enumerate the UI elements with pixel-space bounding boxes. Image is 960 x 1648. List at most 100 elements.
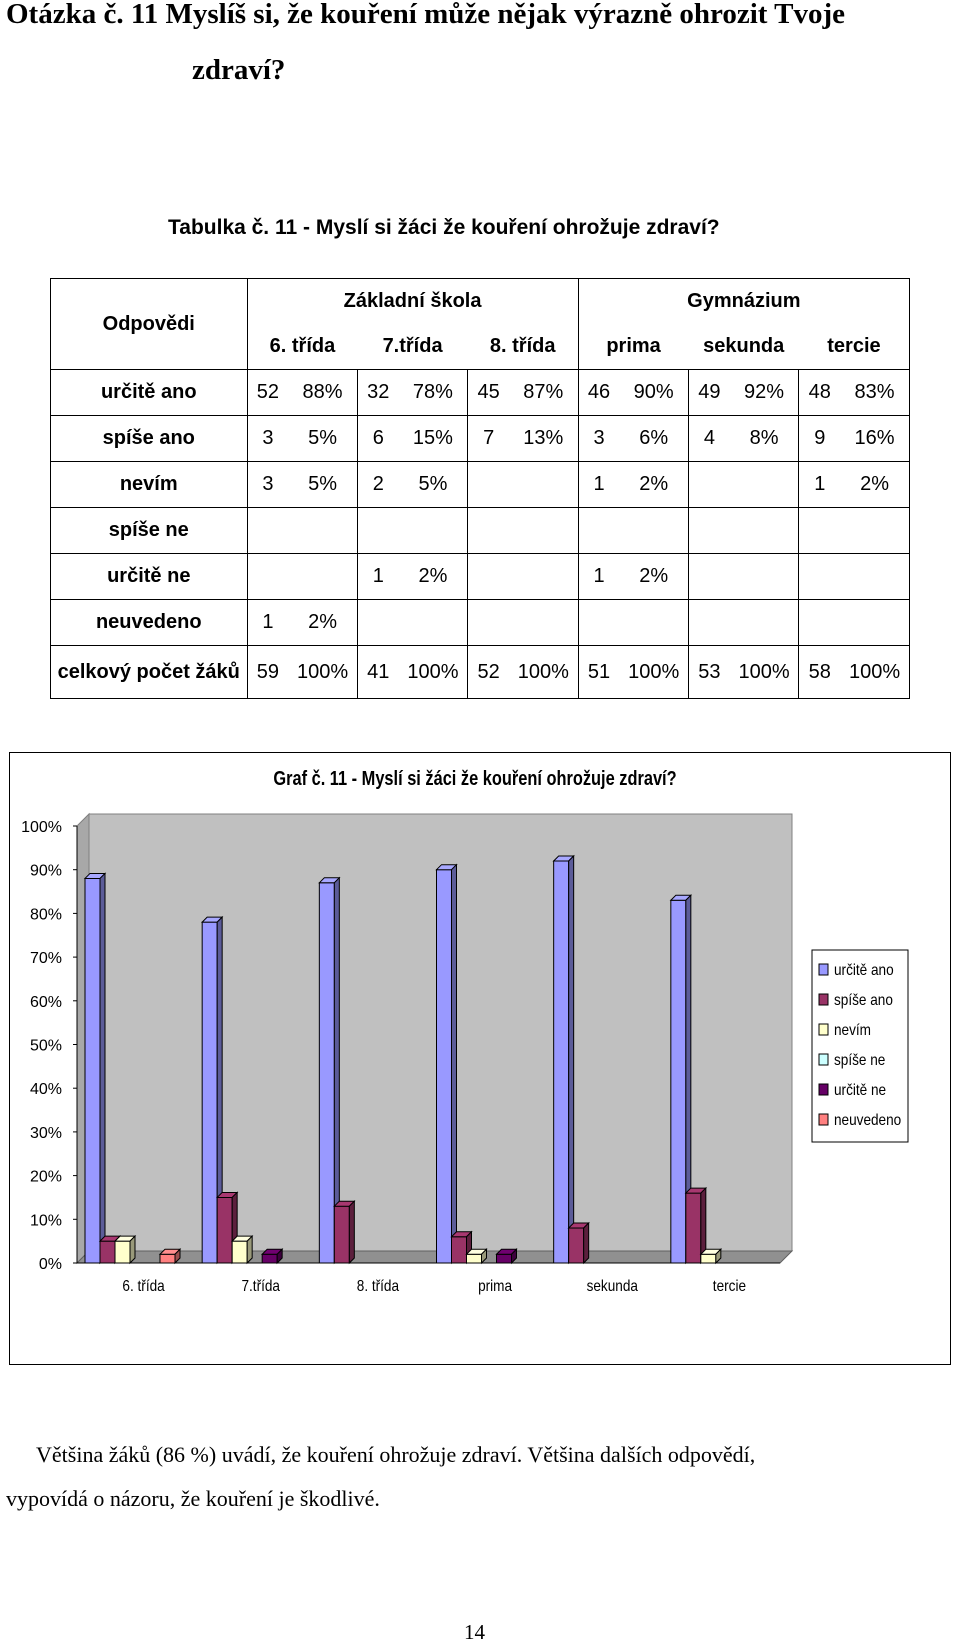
class-header: prima [577, 324, 689, 370]
percent-cell [840, 599, 911, 646]
bar [216, 1196, 233, 1264]
row-label: spíše ano [50, 415, 248, 462]
count-cell: 52 [467, 645, 509, 699]
count-cell: 58 [798, 645, 841, 699]
bar-side [568, 854, 575, 1265]
count-cell: 1 [246, 599, 289, 646]
percent-cell [729, 553, 800, 600]
count-cell [798, 507, 841, 554]
percent-cell: 2% [840, 461, 911, 508]
summary-line-2: vypovídá o názoru, že kouření je škodliv… [6, 1486, 380, 1511]
page-number: 14 [464, 1620, 485, 1644]
percent-cell: 13% [509, 415, 579, 462]
bar [451, 1236, 467, 1264]
percent-cell: 87% [509, 369, 579, 416]
question-line-1: Otázka č. 11 Myslíš si, že kouření může … [6, 0, 846, 30]
count-cell [688, 599, 730, 646]
bar [201, 921, 218, 1264]
count-cell: 46 [577, 369, 620, 416]
percent-cell: 16% [840, 415, 911, 462]
percent-cell: 78% [398, 369, 469, 416]
count-cell [688, 507, 730, 554]
percent-cell: 2% [619, 461, 690, 508]
percent-cell [288, 553, 358, 600]
y-tick-label: 70% [30, 950, 62, 967]
legend-label: neuvedeno [834, 1112, 901, 1129]
count-cell: 1 [356, 553, 399, 600]
class-header: 8. třída [467, 324, 579, 370]
table-row: nevím 3 5% 2 5% 1 2% 1 2% [50, 461, 911, 508]
count-cell: 1 [577, 461, 620, 508]
count-cell: 9 [798, 415, 841, 462]
percent-cell [729, 507, 800, 554]
count-cell [246, 553, 289, 600]
chart-legend [811, 949, 909, 1143]
row-label: celkový počet žáků [50, 645, 248, 699]
x-tick-label: 7.třída [241, 1278, 280, 1295]
y-tick-label: 40% [30, 1081, 62, 1098]
percent-cell: 8% [729, 415, 800, 462]
bar [685, 1192, 702, 1264]
count-cell: 45 [467, 369, 509, 416]
percent-cell [729, 599, 800, 646]
count-cell: 53 [688, 645, 730, 699]
percent-cell: 5% [398, 461, 469, 508]
x-tick-label: tercie [713, 1278, 746, 1295]
legend-swatch [818, 1023, 829, 1036]
count-cell [577, 507, 620, 554]
percent-cell: 2% [288, 599, 358, 646]
y-tick-label: 30% [30, 1125, 62, 1142]
question-line-2: zdraví? [192, 54, 286, 86]
table-row: celkový počet žáků 59 100% 41 100% 52 100% 51 10… [50, 645, 911, 699]
count-cell [467, 461, 509, 508]
bar [84, 877, 101, 1264]
percent-cell: 2% [398, 553, 469, 600]
percent-cell: 100% [398, 645, 469, 699]
percent-cell [619, 507, 690, 554]
table-corner-label: Odpovědi [50, 278, 248, 370]
percent-cell: 5% [288, 461, 358, 508]
class-header: 7.třída [357, 324, 468, 370]
percent-cell: 92% [729, 369, 800, 416]
bar-side [511, 1248, 517, 1265]
bar [333, 1205, 350, 1264]
bar-chart: Graf č. 11 - Myslí si žáci že kouření oh… [21, 766, 909, 1295]
bar-side [583, 1221, 590, 1265]
table-body: určitě ano 52 88% 32 78% 45 87% 46 90% 49 92% 48 83%… [50, 369, 911, 699]
percent-cell [509, 599, 579, 646]
y-tick-label: 0% [39, 1256, 62, 1273]
x-tick-label: 8. třída [357, 1278, 400, 1295]
count-cell [798, 599, 841, 646]
legend-swatch [818, 1083, 829, 1096]
bar-side [481, 1248, 487, 1265]
count-cell: 7 [467, 415, 509, 462]
bar-side [276, 1248, 283, 1265]
table-row: určitě ano 52 88% 32 78% 45 87% 46 90% 49 92% 48 83% [50, 369, 911, 416]
y-tick-label: 20% [30, 1169, 62, 1186]
row-label: spíše ne [50, 507, 248, 554]
count-cell: 3 [577, 415, 620, 462]
bar [568, 1227, 585, 1264]
x-tick-label: 6. třída [122, 1278, 165, 1295]
count-cell: 49 [688, 369, 730, 416]
bar-side [99, 872, 106, 1265]
percent-cell: 100% [729, 645, 800, 699]
count-cell [356, 599, 399, 646]
percent-cell: 100% [840, 645, 911, 699]
class-header: sekunda [688, 324, 799, 370]
percent-cell: 2% [619, 553, 690, 600]
bar [318, 882, 335, 1264]
percent-cell: 5% [288, 415, 358, 462]
count-cell: 41 [356, 645, 399, 699]
bar [231, 1240, 248, 1264]
percent-cell: 100% [509, 645, 579, 699]
legend-label: spíše ano [834, 992, 893, 1009]
bar [159, 1253, 176, 1264]
y-tick-label: 50% [30, 1038, 62, 1055]
row-label: nevím [50, 461, 248, 508]
count-cell: 1 [798, 461, 841, 508]
table-row: určitě ne 1 2% 1 2% [50, 553, 911, 600]
count-cell: 3 [246, 415, 289, 462]
count-cell: 2 [356, 461, 399, 508]
legend-swatch [818, 993, 829, 1006]
